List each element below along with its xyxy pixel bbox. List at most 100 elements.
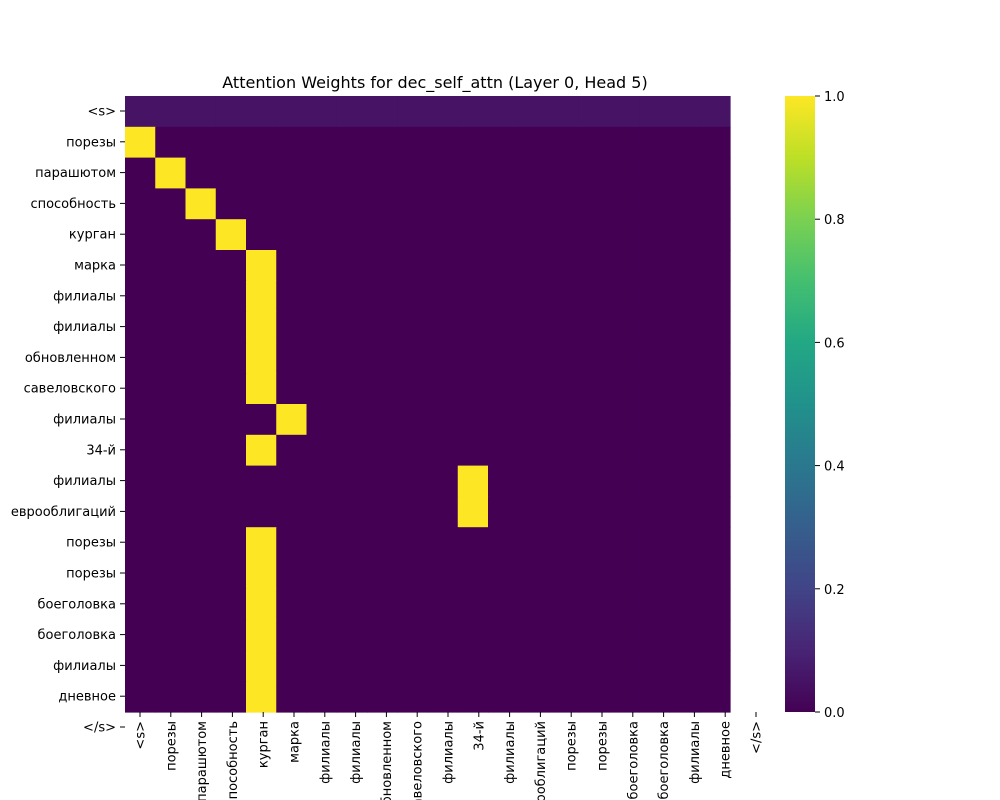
heatmap-cell [578, 681, 610, 713]
heatmap-cell [215, 558, 247, 590]
heatmap-cell [427, 250, 459, 282]
heatmap-cell [488, 588, 519, 621]
heatmap-cell [669, 280, 701, 313]
x-tick-label: боеголовка [657, 721, 672, 800]
heatmap-cell [518, 558, 550, 590]
heatmap-cell [639, 404, 671, 436]
heatmap-cell [488, 126, 519, 159]
heatmap-cell [669, 465, 701, 497]
heatmap-cell [699, 496, 731, 528]
heatmap-cell [336, 588, 368, 621]
heatmap-cell [457, 219, 489, 251]
heatmap-cell [306, 373, 338, 405]
heatmap-cell [367, 157, 398, 189]
heatmap-cell [669, 250, 701, 282]
x-tick-label: еврооблигаций [534, 721, 549, 800]
heatmap-cell [548, 434, 580, 467]
heatmap-cell [457, 342, 489, 374]
heatmap-cell [306, 404, 338, 436]
heatmap-cell [669, 496, 701, 528]
heatmap-cell [548, 311, 580, 343]
heatmap-cell [246, 373, 277, 405]
heatmap-cell [639, 126, 671, 159]
heatmap-cell [306, 558, 338, 590]
heatmap-cell [518, 650, 550, 682]
heatmap-cell [155, 619, 187, 651]
heatmap-cell [246, 527, 277, 559]
heatmap-cell [639, 280, 671, 313]
y-tick-label: марка [74, 259, 116, 274]
heatmap-cell [518, 681, 550, 713]
heatmap-cell [427, 404, 459, 436]
heatmap-cell [246, 465, 277, 497]
heatmap-cell [609, 404, 640, 436]
heatmap-cell [306, 311, 338, 343]
heatmap-cell [276, 588, 308, 621]
heatmap-cell [336, 558, 368, 590]
heatmap-cell [367, 311, 398, 343]
heatmap-cell [699, 157, 731, 189]
heatmap-cell [215, 373, 247, 405]
heatmap-cell [246, 434, 277, 467]
heatmap-cell [155, 558, 187, 590]
heatmap-cell [518, 373, 550, 405]
heatmap-cell [185, 373, 217, 405]
heatmap-cell [488, 219, 519, 251]
heatmap-cell [427, 280, 459, 313]
heatmap-cell [699, 681, 731, 713]
heatmap-cell [367, 496, 398, 528]
heatmap-cell [276, 342, 308, 374]
x-tick-label: филиалы [503, 721, 518, 784]
heatmap-cell [185, 588, 217, 621]
heatmap-cell [699, 219, 731, 251]
heatmap-cell [246, 96, 277, 128]
heatmap-cell [518, 96, 550, 128]
heatmap-cell [336, 465, 368, 497]
x-tick-label: </s> [750, 721, 765, 754]
heatmap-cell [578, 219, 610, 251]
heatmap-cell [367, 280, 398, 313]
x-tick-label: парашютом [195, 721, 210, 800]
heatmap-cell [609, 280, 640, 313]
heatmap-cell [457, 126, 489, 159]
y-axis-ticks: <s> порезы парашютом способность курган марка… [11, 105, 125, 736]
heatmap-cell [367, 126, 398, 159]
heatmap-cell [397, 188, 429, 220]
heatmap-cell [185, 219, 217, 251]
heatmap-cell [578, 342, 610, 374]
heatmap-cell [155, 650, 187, 682]
heatmap-cell [427, 434, 459, 467]
heatmap-cell [699, 465, 731, 497]
heatmap-cell [367, 558, 398, 590]
heatmap-cell [397, 250, 429, 282]
heatmap-cell [155, 157, 187, 189]
heatmap-cell [488, 681, 519, 713]
heatmap-cell [578, 496, 610, 528]
heatmap-cell [548, 342, 580, 374]
heatmap-cell [125, 126, 156, 159]
heatmap-cell [367, 650, 398, 682]
y-tick-label: способность [30, 197, 116, 212]
heatmap-cell [578, 619, 610, 651]
heatmap-cell [669, 527, 701, 559]
heatmap-cell [336, 96, 368, 128]
heatmap-cell [609, 681, 640, 713]
heatmap-cell [699, 342, 731, 374]
heatmap-cell [125, 280, 156, 313]
heatmap-cell [125, 619, 156, 651]
heatmap-cell [548, 126, 580, 159]
colorbar-tick-label: 0.6 [824, 336, 845, 351]
heatmap-cell [699, 373, 731, 405]
y-tick-label: филиалы [53, 659, 116, 674]
heatmap-cell [367, 342, 398, 374]
heatmap-cell [427, 157, 459, 189]
heatmap-cell [246, 404, 277, 436]
heatmap-cell [427, 373, 459, 405]
heatmap-cell [669, 126, 701, 159]
x-tick-label: способность [226, 721, 241, 800]
heatmap-cell [699, 558, 731, 590]
heatmap-cell [246, 650, 277, 682]
heatmap-cell [185, 558, 217, 590]
heatmap-cell [578, 404, 610, 436]
heatmap-cell [276, 280, 308, 313]
